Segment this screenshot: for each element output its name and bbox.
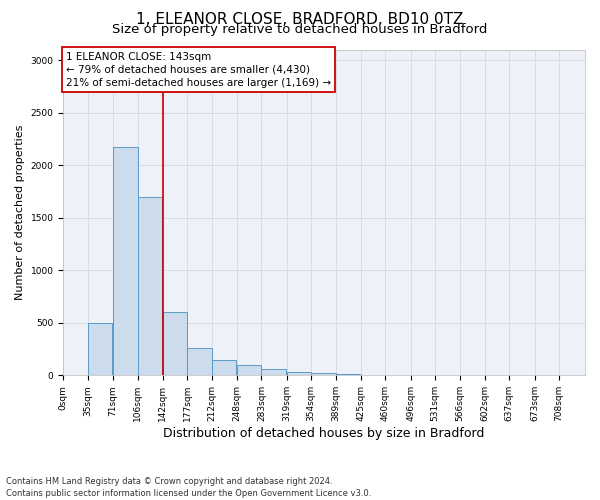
Bar — [262, 369, 286, 376]
Bar — [137, 197, 162, 376]
X-axis label: Distribution of detached houses by size in Bradford: Distribution of detached houses by size … — [163, 427, 485, 440]
Text: 1, ELEANOR CLOSE, BRADFORD, BD10 0TZ: 1, ELEANOR CLOSE, BRADFORD, BD10 0TZ — [136, 12, 464, 28]
Text: 1 ELEANOR CLOSE: 143sqm
← 79% of detached houses are smaller (4,430)
21% of semi: 1 ELEANOR CLOSE: 143sqm ← 79% of detache… — [66, 52, 331, 88]
Bar — [88, 323, 112, 376]
Text: Contains HM Land Registry data © Crown copyright and database right 2024.
Contai: Contains HM Land Registry data © Crown c… — [6, 476, 371, 498]
Bar — [113, 147, 137, 376]
Bar — [163, 312, 187, 376]
Bar — [335, 374, 360, 376]
Bar — [311, 373, 335, 376]
Text: Size of property relative to detached houses in Bradford: Size of property relative to detached ho… — [112, 22, 488, 36]
Bar — [63, 375, 88, 376]
Bar — [237, 365, 262, 376]
Bar — [361, 375, 385, 376]
Bar — [187, 348, 212, 376]
Bar — [287, 372, 311, 376]
Bar — [212, 360, 236, 376]
Y-axis label: Number of detached properties: Number of detached properties — [15, 125, 25, 300]
